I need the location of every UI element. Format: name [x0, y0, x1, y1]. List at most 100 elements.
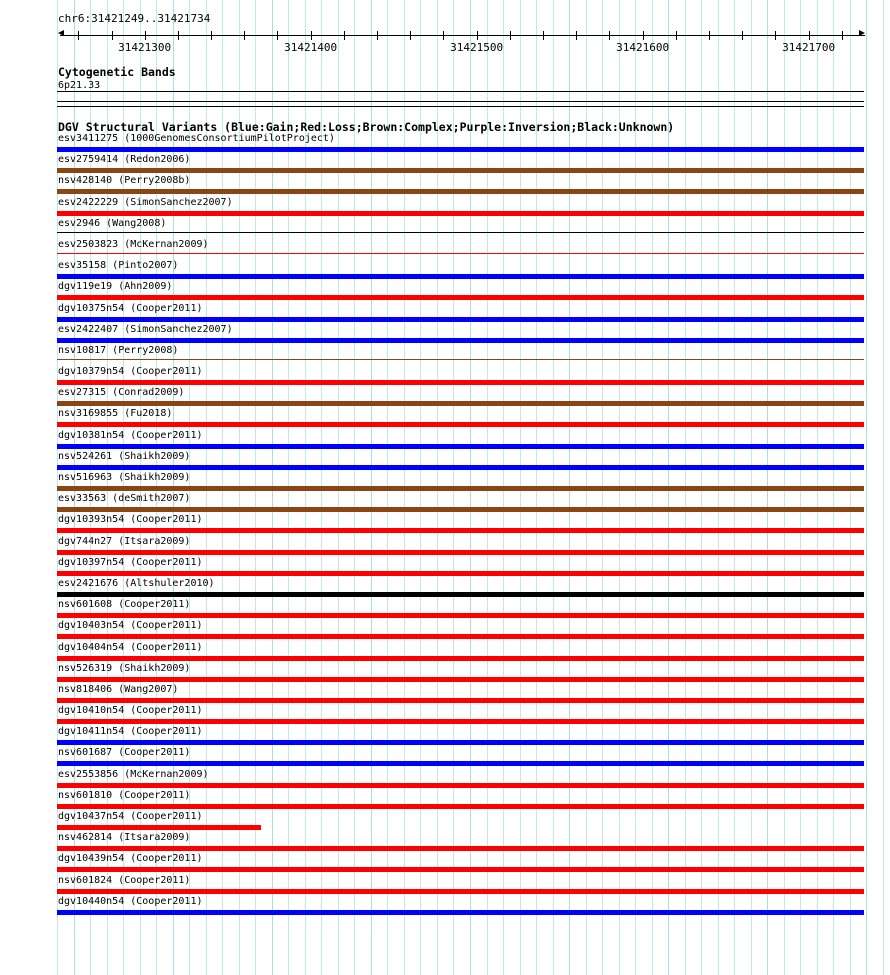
- dgv-track-row[interactable]: esv2422407 (SimonSanchez2007): [0, 324, 890, 345]
- dgv-track-row[interactable]: nsv10817 (Perry2008): [0, 345, 890, 366]
- dgv-variant-bar[interactable]: [57, 782, 864, 788]
- dgv-track-row[interactable]: esv3411275 (1000GenomesConsortiumPilotPr…: [0, 133, 890, 154]
- dgv-variant-bar[interactable]: [57, 337, 864, 343]
- dgv-track-label[interactable]: dgv10404n54 (Cooper2011): [58, 641, 203, 653]
- dgv-variant-bar[interactable]: [57, 210, 864, 216]
- dgv-track-row[interactable]: dgv744n27 (Itsara2009): [0, 536, 890, 557]
- dgv-track-row[interactable]: esv33563 (deSmith2007): [0, 493, 890, 514]
- dgv-variant-bar[interactable]: [57, 867, 864, 873]
- dgv-variant-bar[interactable]: [57, 846, 864, 852]
- dgv-track-label[interactable]: nsv524261 (Shaikh2009): [58, 450, 191, 462]
- dgv-variant-bar[interactable]: [57, 464, 864, 470]
- dgv-track-label[interactable]: dgv10393n54 (Cooper2011): [58, 514, 203, 526]
- dgv-track-label[interactable]: esv2422229 (SimonSanchez2007): [58, 196, 233, 208]
- dgv-track-row[interactable]: nsv428140 (Perry2008b): [0, 175, 890, 196]
- dgv-track-label[interactable]: nsv818406 (Wang2007): [58, 683, 179, 695]
- dgv-variant-bar[interactable]: [57, 231, 864, 233]
- dgv-track-row[interactable]: dgv10403n54 (Cooper2011): [0, 620, 890, 641]
- dgv-track-row[interactable]: esv27315 (Conrad2009): [0, 387, 890, 408]
- dgv-variant-bar[interactable]: [57, 697, 864, 703]
- dgv-variant-bar[interactable]: [57, 570, 864, 576]
- axis-right-arrow-icon[interactable]: [859, 30, 865, 36]
- dgv-variant-bar[interactable]: [57, 761, 864, 767]
- dgv-track-label[interactable]: esv2553856 (McKernan2009): [58, 768, 209, 780]
- coordinate-ruler[interactable]: chr6:31421249..31421734 31421300 31421400…: [0, 0, 890, 58]
- dgv-track-row[interactable]: nsv818406 (Wang2007): [0, 684, 890, 705]
- dgv-track-label[interactable]: esv35158 (Pinto2007): [58, 260, 179, 272]
- dgv-variant-bar[interactable]: [57, 189, 864, 195]
- dgv-track-label[interactable]: nsv10817 (Perry2008): [58, 344, 179, 356]
- dgv-variant-bar[interactable]: [57, 316, 864, 322]
- axis-left-arrow-icon[interactable]: [58, 30, 64, 36]
- dgv-variant-bar[interactable]: [57, 507, 864, 513]
- dgv-track-row[interactable]: dgv10410n54 (Cooper2011): [0, 705, 890, 726]
- dgv-track-row[interactable]: esv2503823 (McKernan2009): [0, 239, 890, 260]
- dgv-variant-bar[interactable]: [57, 358, 864, 360]
- dgv-track-label[interactable]: nsv516963 (Shaikh2009): [58, 472, 191, 483]
- dgv-track-row[interactable]: nsv526319 (Shaikh2009): [0, 663, 890, 684]
- dgv-track-label[interactable]: dgv10381n54 (Cooper2011): [58, 429, 203, 441]
- dgv-track-row[interactable]: dgv10379n54 (Cooper2011): [0, 366, 890, 387]
- dgv-variant-bar[interactable]: [57, 634, 864, 640]
- dgv-track-label[interactable]: esv2421676 (Altshuler2010): [58, 577, 215, 589]
- dgv-track-row[interactable]: nsv462814 (Itsara2009): [0, 832, 890, 853]
- dgv-track-row[interactable]: esv2946 (Wang2008): [0, 218, 890, 239]
- dgv-track-label[interactable]: nsv526319 (Shaikh2009): [58, 662, 191, 674]
- dgv-track-row[interactable]: nsv601687 (Cooper2011): [0, 747, 890, 768]
- dgv-variant-bar[interactable]: [57, 380, 864, 386]
- dgv-track-label[interactable]: nsv462814 (Itsara2009): [58, 832, 191, 844]
- dgv-track-label[interactable]: dgv10440n54 (Cooper2011): [58, 895, 203, 907]
- dgv-track-label[interactable]: esv33563 (deSmith2007): [58, 493, 191, 505]
- dgv-variant-bar[interactable]: [57, 295, 864, 301]
- dgv-track-label[interactable]: nsv3169855 (Fu2018): [58, 408, 173, 420]
- dgv-track-label[interactable]: nsv601687 (Cooper2011): [58, 747, 191, 759]
- dgv-variant-bar[interactable]: [57, 719, 864, 725]
- dgv-track-label[interactable]: nsv601810 (Cooper2011): [58, 789, 191, 801]
- dgv-track-row[interactable]: dgv10437n54 (Cooper2011): [0, 811, 890, 832]
- dgv-track-row[interactable]: esv2421676 (Altshuler2010): [0, 578, 890, 599]
- dgv-variant-bar[interactable]: [57, 613, 864, 619]
- dgv-track-label[interactable]: esv27315 (Conrad2009): [58, 387, 185, 399]
- dgv-track-row[interactable]: nsv516963 (Shaikh2009): [0, 472, 890, 493]
- dgv-variant-bar[interactable]: [57, 443, 864, 449]
- dgv-track-row[interactable]: dgv10397n54 (Cooper2011): [0, 557, 890, 578]
- dgv-variant-bar[interactable]: [57, 909, 864, 915]
- dgv-track-label[interactable]: dgv10379n54 (Cooper2011): [58, 366, 203, 378]
- dgv-track-label[interactable]: esv2946 (Wang2008): [58, 217, 167, 229]
- dgv-track-label[interactable]: dgv10375n54 (Cooper2011): [58, 302, 203, 314]
- dgv-variant-bar[interactable]: [57, 147, 864, 152]
- dgv-track-label[interactable]: nsv428140 (Perry2008b): [58, 175, 191, 187]
- dgv-variant-bar[interactable]: [57, 274, 864, 280]
- dgv-variant-bar[interactable]: [57, 803, 864, 809]
- dgv-track-row[interactable]: dgv10404n54 (Cooper2011): [0, 642, 890, 663]
- dgv-track-label[interactable]: esv3411275 (1000GenomesConsortiumPilotPr…: [58, 133, 335, 144]
- dgv-variant-bar[interactable]: [57, 740, 864, 746]
- dgv-track-row[interactable]: dgv10393n54 (Cooper2011): [0, 514, 890, 535]
- dgv-track-row[interactable]: nsv524261 (Shaikh2009): [0, 451, 890, 472]
- dgv-track-row[interactable]: dgv10440n54 (Cooper2011): [0, 896, 890, 917]
- dgv-track-label[interactable]: nsv601608 (Cooper2011): [58, 599, 191, 611]
- dgv-variant-bar[interactable]: [57, 252, 864, 254]
- dgv-variant-bar[interactable]: [57, 591, 864, 597]
- dgv-track-label[interactable]: dgv10410n54 (Cooper2011): [58, 705, 203, 717]
- dgv-track-label[interactable]: esv2759414 (Redon2006): [58, 154, 191, 166]
- dgv-track-label[interactable]: esv2503823 (McKernan2009): [58, 238, 209, 250]
- dgv-variant-bar[interactable]: [57, 401, 864, 407]
- dgv-track-row[interactable]: dgv119e19 (Ahn2009): [0, 281, 890, 302]
- dgv-variant-bar[interactable]: [57, 825, 262, 830]
- dgv-variant-bar[interactable]: [57, 549, 864, 555]
- dgv-track-label[interactable]: dgv10411n54 (Cooper2011): [58, 726, 203, 738]
- dgv-track-row[interactable]: nsv601824 (Cooper2011): [0, 875, 890, 896]
- dgv-variant-bar[interactable]: [57, 422, 864, 428]
- dgv-variant-bar[interactable]: [57, 676, 864, 682]
- dgv-track-label[interactable]: dgv744n27 (Itsara2009): [58, 535, 191, 547]
- dgv-track-row[interactable]: esv2759414 (Redon2006): [0, 154, 890, 175]
- cytogenetic-band-bar[interactable]: [57, 91, 864, 92]
- dgv-track-label[interactable]: dgv119e19 (Ahn2009): [58, 281, 173, 293]
- dgv-track-row[interactable]: esv2553856 (McKernan2009): [0, 769, 890, 790]
- dgv-track-row[interactable]: nsv3169855 (Fu2018): [0, 408, 890, 429]
- dgv-track-row[interactable]: dgv10381n54 (Cooper2011): [0, 430, 890, 451]
- dgv-track-row[interactable]: esv2422229 (SimonSanchez2007): [0, 197, 890, 218]
- dgv-variant-bar[interactable]: [57, 528, 864, 534]
- dgv-track-row[interactable]: nsv601810 (Cooper2011): [0, 790, 890, 811]
